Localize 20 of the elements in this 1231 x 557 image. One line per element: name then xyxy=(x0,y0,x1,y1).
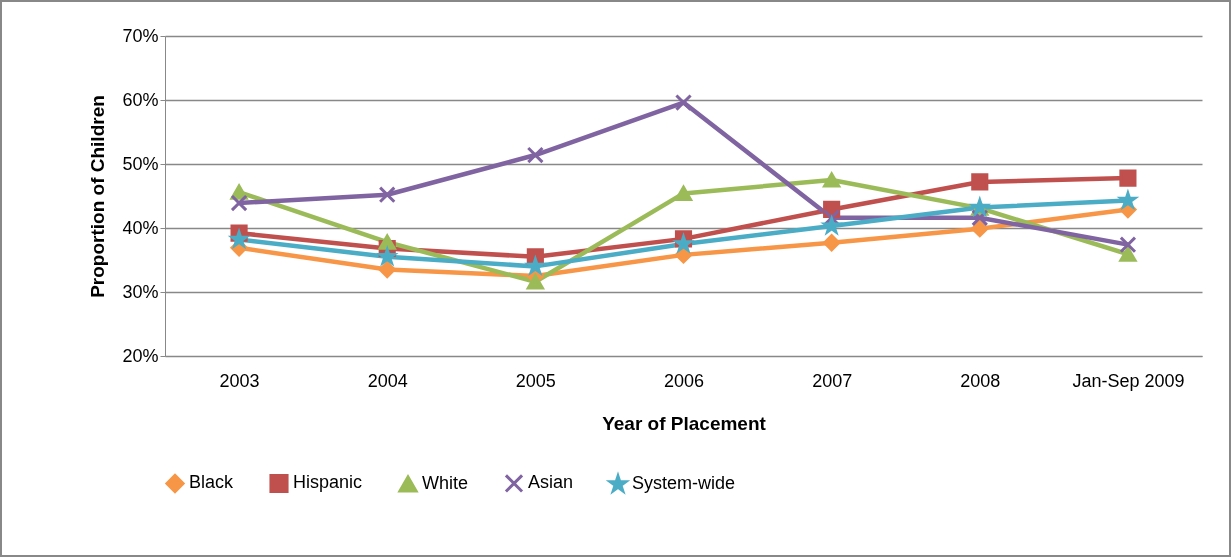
x-axis-title: Year of Placement xyxy=(602,412,767,434)
x-tick-label: 2008 xyxy=(960,370,1001,391)
x-tick-label: 2007 xyxy=(812,370,853,391)
legend-label: White xyxy=(422,473,469,494)
x-tick-label: 2005 xyxy=(515,370,556,391)
x-tick-label: 2003 xyxy=(219,370,260,391)
legend-label: Hispanic xyxy=(293,472,363,493)
x-tick-label: Jan-Sep 2009 xyxy=(1072,370,1185,391)
legend-label: Asian xyxy=(528,472,574,493)
y-tick-label: 30% xyxy=(122,281,159,302)
legend-label: System-wide xyxy=(632,473,736,494)
legend-label: Black xyxy=(189,472,235,493)
y-tick-label: 70% xyxy=(122,25,159,46)
y-tick-label: 50% xyxy=(122,153,159,174)
x-tick-label: 2004 xyxy=(367,370,408,391)
y-tick-label: 60% xyxy=(122,89,159,110)
y-tick-label: 40% xyxy=(122,217,159,238)
y-axis-title: Proportion of Children xyxy=(87,95,109,298)
y-tick-label: 20% xyxy=(122,345,159,366)
x-tick-label: 2006 xyxy=(663,370,705,391)
